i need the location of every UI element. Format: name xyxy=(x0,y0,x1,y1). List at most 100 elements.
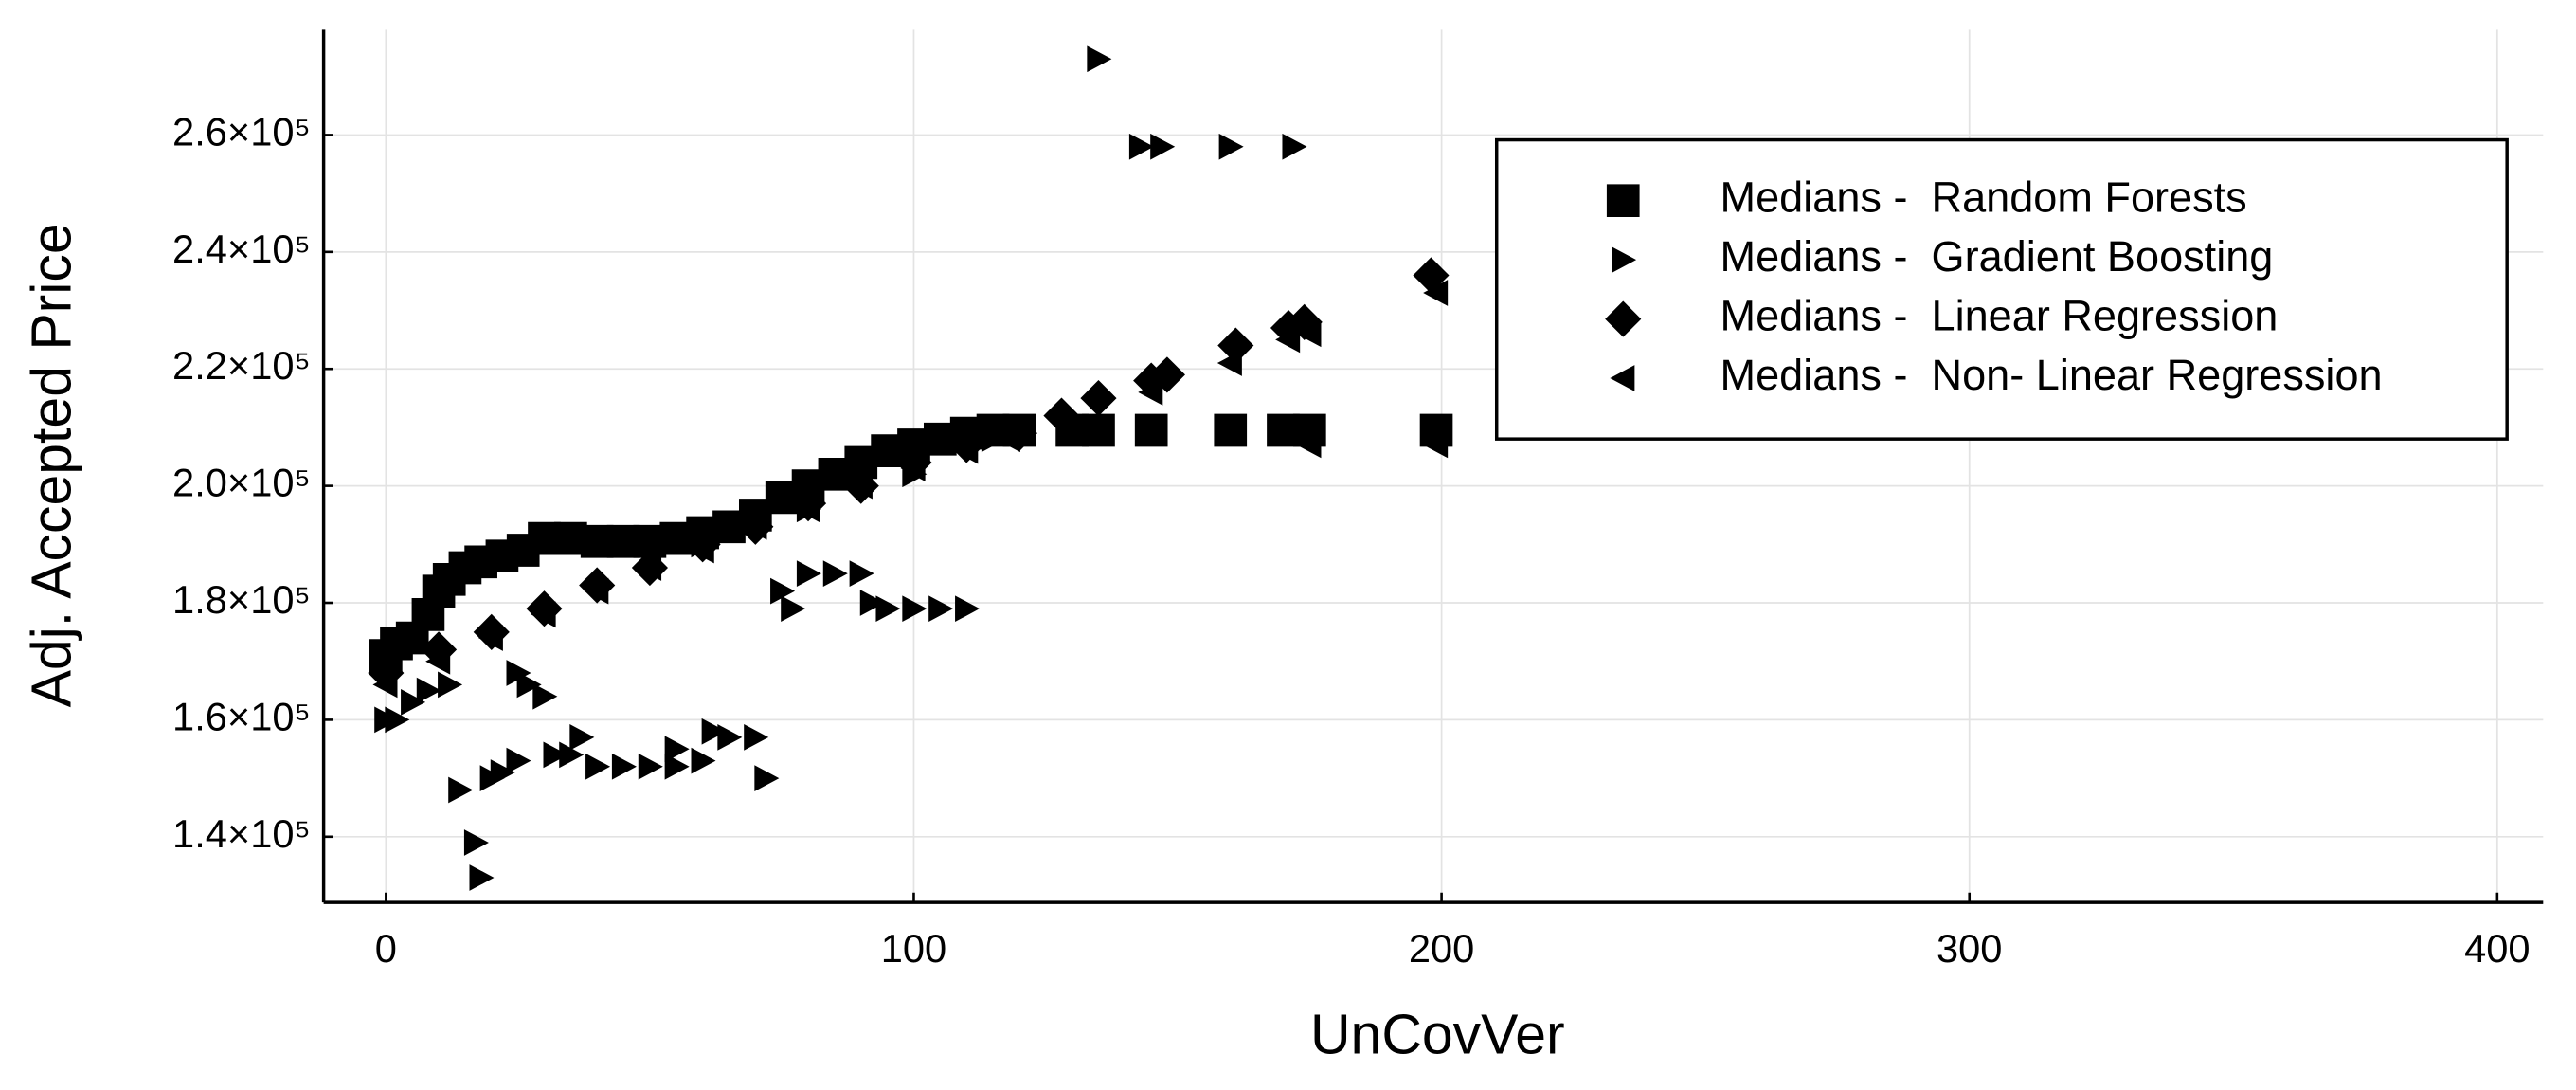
point xyxy=(638,753,663,780)
point xyxy=(742,513,767,540)
point xyxy=(463,829,489,856)
point xyxy=(528,521,561,555)
point xyxy=(1128,133,1154,160)
point xyxy=(506,747,531,774)
point xyxy=(754,765,780,791)
x-tick-label: 0 xyxy=(375,926,397,971)
point xyxy=(1082,413,1115,447)
point xyxy=(955,595,981,623)
point xyxy=(1080,379,1117,417)
x-tick-label: 400 xyxy=(2464,926,2530,971)
point xyxy=(469,864,495,891)
point xyxy=(1296,320,1322,348)
point xyxy=(606,524,640,558)
y-tick-label: 1.8×10⁵ xyxy=(172,577,311,622)
point xyxy=(781,595,806,623)
x-tick-label: 100 xyxy=(881,926,946,971)
point xyxy=(1267,413,1300,447)
y-tick-label: 1.4×10⁵ xyxy=(172,811,311,856)
point xyxy=(372,671,398,699)
point xyxy=(822,560,848,588)
point xyxy=(847,472,873,500)
point xyxy=(1134,413,1168,447)
point xyxy=(1296,431,1322,459)
y-axis-label: Adj. Accepted Price xyxy=(22,223,83,707)
point xyxy=(928,595,954,623)
legend-marker xyxy=(1605,300,1642,337)
point xyxy=(795,496,820,523)
point xyxy=(900,455,926,481)
point xyxy=(659,521,694,555)
point xyxy=(1138,379,1163,406)
point xyxy=(717,724,743,751)
legend-marker xyxy=(1606,184,1640,218)
point xyxy=(569,724,595,751)
point xyxy=(1275,326,1301,354)
point xyxy=(871,434,904,467)
legend-marker xyxy=(1610,365,1635,391)
point xyxy=(531,601,556,628)
point xyxy=(712,510,746,544)
y-tick-label: 2.2×10⁵ xyxy=(172,343,311,388)
point xyxy=(1423,280,1449,306)
point xyxy=(516,671,542,699)
point xyxy=(689,536,714,564)
point xyxy=(1216,350,1242,376)
point xyxy=(554,521,587,555)
point xyxy=(543,741,568,769)
point xyxy=(849,560,874,588)
point xyxy=(765,481,799,515)
y-tick-label: 1.6×10⁵ xyxy=(172,694,311,738)
point xyxy=(902,595,928,623)
point xyxy=(1150,133,1176,160)
point xyxy=(585,753,611,780)
point xyxy=(844,445,878,480)
y-tick-label: 2.0×10⁵ xyxy=(172,461,311,505)
point xyxy=(995,426,1020,453)
point xyxy=(584,577,609,605)
point xyxy=(953,437,979,464)
point xyxy=(580,524,614,558)
point xyxy=(691,747,716,774)
legend-marker xyxy=(1612,246,1637,274)
point xyxy=(425,647,451,675)
y-tick-label: 2.6×10⁵ xyxy=(172,109,311,154)
point xyxy=(559,741,585,769)
point xyxy=(818,457,852,491)
point xyxy=(448,776,474,804)
point xyxy=(1282,133,1307,160)
point xyxy=(664,753,690,780)
point xyxy=(875,595,901,623)
point xyxy=(1087,45,1112,73)
point xyxy=(1214,413,1248,447)
legend-label: Medians - Random Forests xyxy=(1720,173,2247,222)
point xyxy=(981,426,1006,453)
y-tick-label: 2.4×10⁵ xyxy=(172,227,311,271)
point xyxy=(611,753,637,780)
x-axis-label: UnCovVer xyxy=(1310,1005,1565,1066)
point xyxy=(770,577,796,605)
point xyxy=(796,560,821,588)
point xyxy=(416,677,441,704)
point xyxy=(532,682,558,710)
x-tick-label: 200 xyxy=(1409,926,1474,971)
point xyxy=(1218,133,1244,160)
legend-label: Medians - Linear Regression xyxy=(1720,291,2279,339)
point xyxy=(385,706,410,734)
point xyxy=(477,625,503,651)
legend-label: Medians - Non- Linear Regression xyxy=(1720,351,2383,399)
point xyxy=(923,422,957,456)
point xyxy=(859,590,885,616)
point xyxy=(744,724,769,751)
point xyxy=(1217,327,1254,364)
point xyxy=(401,689,426,716)
point xyxy=(664,736,690,763)
point xyxy=(637,554,662,581)
x-tick-label: 300 xyxy=(1937,926,2002,971)
point xyxy=(701,718,727,745)
point xyxy=(490,759,515,786)
point xyxy=(438,671,463,699)
legend-box xyxy=(1494,137,2509,441)
point xyxy=(1423,431,1449,459)
